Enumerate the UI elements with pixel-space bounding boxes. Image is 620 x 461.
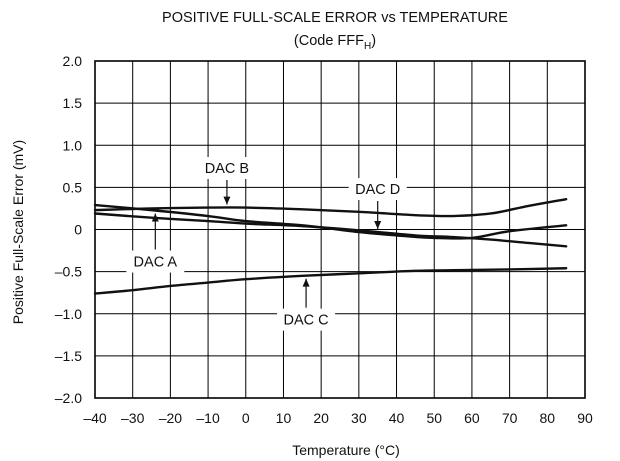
x-tick-label: 40 <box>389 410 405 426</box>
x-tick-label: 50 <box>426 410 442 426</box>
x-tick-label: –30 <box>121 410 145 426</box>
x-tick-label: 30 <box>351 410 367 426</box>
y-tick-label: 1.5 <box>63 95 83 111</box>
x-tick-label: 20 <box>313 410 329 426</box>
x-tick-label: 60 <box>464 410 480 426</box>
y-tick-label: 0 <box>74 222 82 238</box>
series-line-dac-b <box>95 199 566 216</box>
callout-label-dac-b: DAC B <box>205 161 249 177</box>
x-tick-label: 90 <box>577 410 593 426</box>
y-tick-label: –0.5 <box>55 264 82 280</box>
y-tick-label: –1.0 <box>55 306 82 322</box>
chart-subtitle: (Code FFFH) <box>294 33 376 52</box>
y-tick-label: –1.5 <box>55 348 82 364</box>
y-tick-label: 1.0 <box>63 137 83 153</box>
callout-arrowhead-dac-b <box>223 197 230 205</box>
x-tick-label: 0 <box>242 410 250 426</box>
x-tick-label: –10 <box>196 410 220 426</box>
x-tick-label: –20 <box>159 410 183 426</box>
callout-label-dac-c: DAC C <box>284 313 329 329</box>
chart-subtitle-prefix: (Code FFF <box>294 33 364 49</box>
callout-label-dac-d: DAC D <box>355 182 400 198</box>
callout-arrowhead-dac-d <box>374 221 381 229</box>
y-tick-label: 2.0 <box>63 53 83 69</box>
x-tick-label: 10 <box>276 410 292 426</box>
x-tick-label: –40 <box>83 410 107 426</box>
x-tick-label: 70 <box>502 410 518 426</box>
y-tick-label: –2.0 <box>55 390 82 406</box>
series-layer <box>95 199 566 293</box>
y-tick-labels: 2.0 1.5 1.0 0.5 0 –0.5 –1.0 –1.5 –2.0 <box>55 53 82 406</box>
chart-title: POSITIVE FULL-SCALE ERROR vs TEMPERATURE <box>162 10 508 26</box>
callout-arrowhead-dac-c <box>303 279 310 287</box>
y-axis-label: Positive Full-Scale Error (mV) <box>10 140 26 324</box>
x-tick-labels: –40 –30 –20 –10 0 10 20 30 40 50 60 70 80 90 <box>83 410 593 426</box>
x-axis-label: Temperature (°C) <box>292 442 400 458</box>
chart-subtitle-subscript: H <box>364 41 371 52</box>
chart-subtitle-suffix: ) <box>371 33 376 49</box>
x-tick-label: 80 <box>540 410 556 426</box>
callout-label-dac-a: DAC A <box>134 255 178 271</box>
y-tick-label: 0.5 <box>63 179 83 195</box>
annotation-layer: DAC A DAC B DAC C DAC D <box>126 157 406 331</box>
